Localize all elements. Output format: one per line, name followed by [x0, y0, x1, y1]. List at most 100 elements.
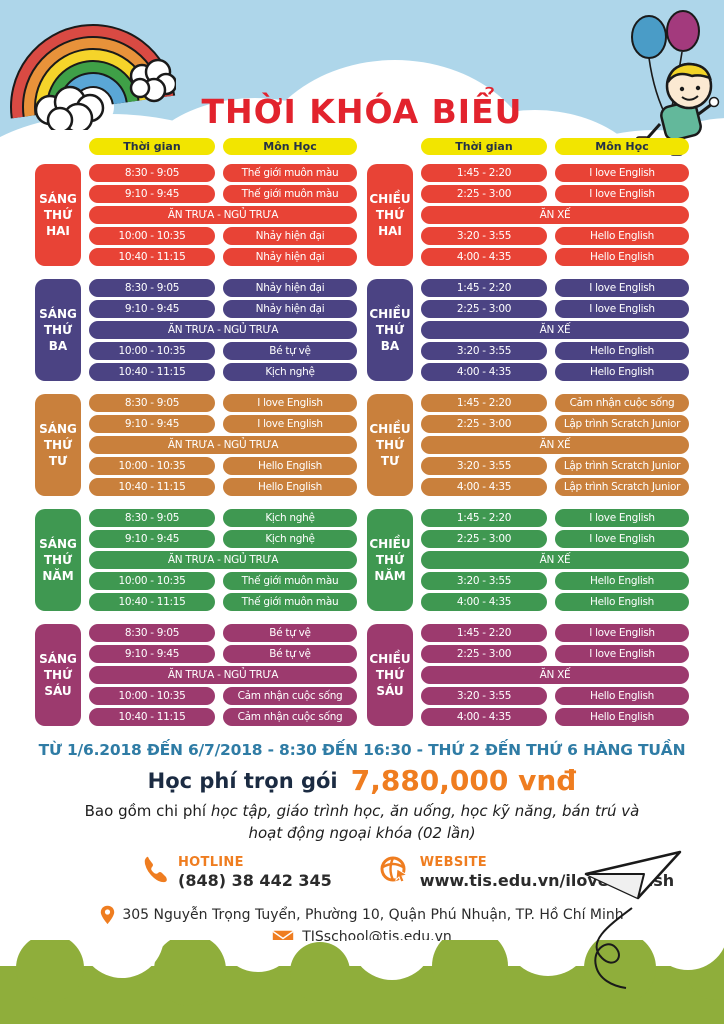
header-subject-morning: Môn Học: [223, 138, 357, 155]
afternoon-block-tu: CHIỀU THỨ TƯ 1:45 - 2:20 Cảm nhận cuộc sống 2…: [367, 394, 689, 496]
time-pill: 8:30 - 9:05: [89, 279, 215, 297]
break-pill: ĂN TRƯA - NGỦ TRƯA: [89, 666, 357, 684]
day-row-ba: SÁNG THỨ BA 8:30 - 9:05 Nhảy hiện đại 9:10 - …: [35, 279, 689, 381]
subject-pill: Thế giới muôn màu: [223, 593, 357, 611]
time-pill: 1:45 - 2:20: [421, 509, 547, 527]
subject-pill: Thế giới muôn màu: [223, 185, 357, 203]
rainbow-illustration: [10, 24, 176, 130]
globe-cursor-icon: [380, 856, 409, 883]
time-pill: 3:20 - 3:55: [421, 572, 547, 590]
subject-pill: Lập trình Scratch Junior: [555, 457, 689, 475]
time-pill: 9:10 - 9:45: [89, 415, 215, 433]
fee-value: 7,880,000 vnđ: [350, 764, 577, 797]
cloud-right: [129, 58, 176, 103]
fee-label: Học phí trọn gói: [147, 769, 338, 793]
time-pill: 3:20 - 3:55: [421, 457, 547, 475]
afternoon-day-label-tu: CHIỀU THỨ TƯ: [367, 394, 413, 496]
subject-pill: Cảm nhận cuộc sống: [555, 394, 689, 412]
time-pill: 10:00 - 10:35: [89, 342, 215, 360]
morning-day-label-hai: SÁNG THỨ HAI: [35, 164, 81, 266]
time-pill: 10:40 - 11:15: [89, 363, 215, 381]
fee-line: Học phí trọn gói 7,880,000 vnđ: [0, 764, 724, 797]
subject-pill: Hello English: [555, 342, 689, 360]
subject-pill: I love English: [555, 300, 689, 318]
time-pill: 8:30 - 9:05: [89, 394, 215, 412]
subject-pill: Lập trình Scratch Junior: [555, 478, 689, 496]
time-pill: 1:45 - 2:20: [421, 279, 547, 297]
time-pill: 1:45 - 2:20: [421, 394, 547, 412]
subject-pill: Hello English: [555, 708, 689, 726]
time-pill: 10:40 - 11:15: [89, 248, 215, 266]
day-row-tu: SÁNG THỨ TƯ 8:30 - 9:05 I love English 9:10 -…: [35, 394, 689, 496]
header-time-afternoon: Thời gian: [421, 138, 547, 155]
day-row-hai: SÁNG THỨ HAI 8:30 - 9:05 Thế giới muôn màu 9:…: [35, 164, 689, 266]
hotline-contact: HOTLINE (848) 38 442 345: [142, 855, 332, 890]
morning-day-label-tu: SÁNG THỨ TƯ: [35, 394, 81, 496]
date-range-line: TỪ 1/6.2018 ĐẾN 6/7/2018 - 8:30 ĐẾN 16:3…: [38, 741, 686, 759]
time-pill: 10:00 - 10:35: [89, 572, 215, 590]
time-pill: 3:20 - 3:55: [421, 342, 547, 360]
subject-pill: I love English: [555, 164, 689, 182]
subject-pill: Lập trình Scratch Junior: [555, 415, 689, 433]
time-pill: 2:25 - 3:00: [421, 530, 547, 548]
subject-pill: Nhảy hiện đại: [223, 248, 357, 266]
afternoon-block-nam: CHIỀU THỨ NĂM 1:45 - 2:20 I love English 2:25…: [367, 509, 689, 611]
afternoon-block-sau: CHIỀU THỨ SÁU 1:45 - 2:20 I love English 2:25…: [367, 624, 689, 726]
time-pill: 8:30 - 9:05: [89, 624, 215, 642]
subject-pill: Cảm nhận cuộc sống: [223, 687, 357, 705]
subject-pill: Cảm nhận cuộc sống: [223, 708, 357, 726]
subject-pill: I love English: [555, 645, 689, 663]
header-subject-afternoon: Môn Học: [555, 138, 689, 155]
time-pill: 2:25 - 3:00: [421, 645, 547, 663]
fee-note-prefix: Bao gồm chi phí: [84, 802, 207, 820]
afternoon-day-label-ba: CHIỀU THỨ BA: [367, 279, 413, 381]
afternoon-day-label-sau: CHIỀU THỨ SÁU: [367, 624, 413, 726]
paper-plane-illustration: [584, 850, 682, 989]
subject-pill: Nhảy hiện đại: [223, 227, 357, 245]
break-pill: ĂN TRƯA - NGỦ TRƯA: [89, 436, 357, 454]
time-pill: 2:25 - 3:00: [421, 415, 547, 433]
day-row-sau: SÁNG THỨ SÁU 8:30 - 9:05 Bé tự vệ 9:10 - 9:45…: [35, 624, 689, 726]
subject-pill: I love English: [555, 530, 689, 548]
time-pill: 10:00 - 10:35: [89, 227, 215, 245]
phone-icon: [144, 856, 167, 883]
subject-pill: Hello English: [223, 457, 357, 475]
pink-balloon: [666, 10, 700, 52]
time-pill: 2:25 - 3:00: [421, 185, 547, 203]
time-pill: 8:30 - 9:05: [89, 509, 215, 527]
subject-pill: Thế giới muôn màu: [223, 572, 357, 590]
hotline-label: HOTLINE: [178, 855, 244, 870]
time-pill: 4:00 - 4:35: [421, 593, 547, 611]
break-pill: ĂN XẾ: [421, 321, 689, 339]
address-text: 305 Nguyễn Trọng Tuyển, Phường 10, Quận …: [122, 907, 624, 923]
time-pill: 9:10 - 9:45: [89, 185, 215, 203]
timetable-days: SÁNG THỨ HAI 8:30 - 9:05 Thế giới muôn màu 9:…: [35, 164, 689, 726]
time-pill: 1:45 - 2:20: [421, 624, 547, 642]
kid-hair: [666, 62, 712, 83]
time-pill: 4:00 - 4:35: [421, 708, 547, 726]
subject-pill: Hello English: [555, 572, 689, 590]
morning-block-hai: SÁNG THỨ HAI 8:30 - 9:05 Thế giới muôn màu 9:…: [35, 164, 357, 266]
break-pill: ĂN TRƯA - NGỦ TRƯA: [89, 206, 357, 224]
subject-pill: Bé tự vệ: [223, 645, 357, 663]
subject-pill: Bé tự vệ: [223, 342, 357, 360]
time-pill: 9:10 - 9:45: [89, 530, 215, 548]
subject-pill: Hello English: [555, 363, 689, 381]
time-pill: 10:40 - 11:15: [89, 593, 215, 611]
time-pill: 1:45 - 2:20: [421, 164, 547, 182]
subject-pill: I love English: [555, 185, 689, 203]
time-pill: 8:30 - 9:05: [89, 164, 215, 182]
time-pill: 9:10 - 9:45: [89, 645, 215, 663]
time-pill: 4:00 - 4:35: [421, 478, 547, 496]
subject-pill: Thế giới muôn màu: [223, 164, 357, 182]
afternoon-day-label-nam: CHIỀU THỨ NĂM: [367, 509, 413, 611]
day-row-nam: SÁNG THỨ NĂM 8:30 - 9:05 Kịch nghệ 9:10 - 9:4…: [35, 509, 689, 611]
map-pin-icon: [101, 905, 115, 924]
subject-pill: I love English: [223, 415, 357, 433]
time-pill: 10:40 - 11:15: [89, 708, 215, 726]
morning-day-label-sau: SÁNG THỨ SÁU: [35, 624, 81, 726]
time-pill: 10:00 - 10:35: [89, 687, 215, 705]
morning-day-label-nam: SÁNG THỨ NĂM: [35, 509, 81, 611]
break-pill: ĂN TRƯA - NGỦ TRƯA: [89, 551, 357, 569]
break-pill: ĂN XẾ: [421, 551, 689, 569]
